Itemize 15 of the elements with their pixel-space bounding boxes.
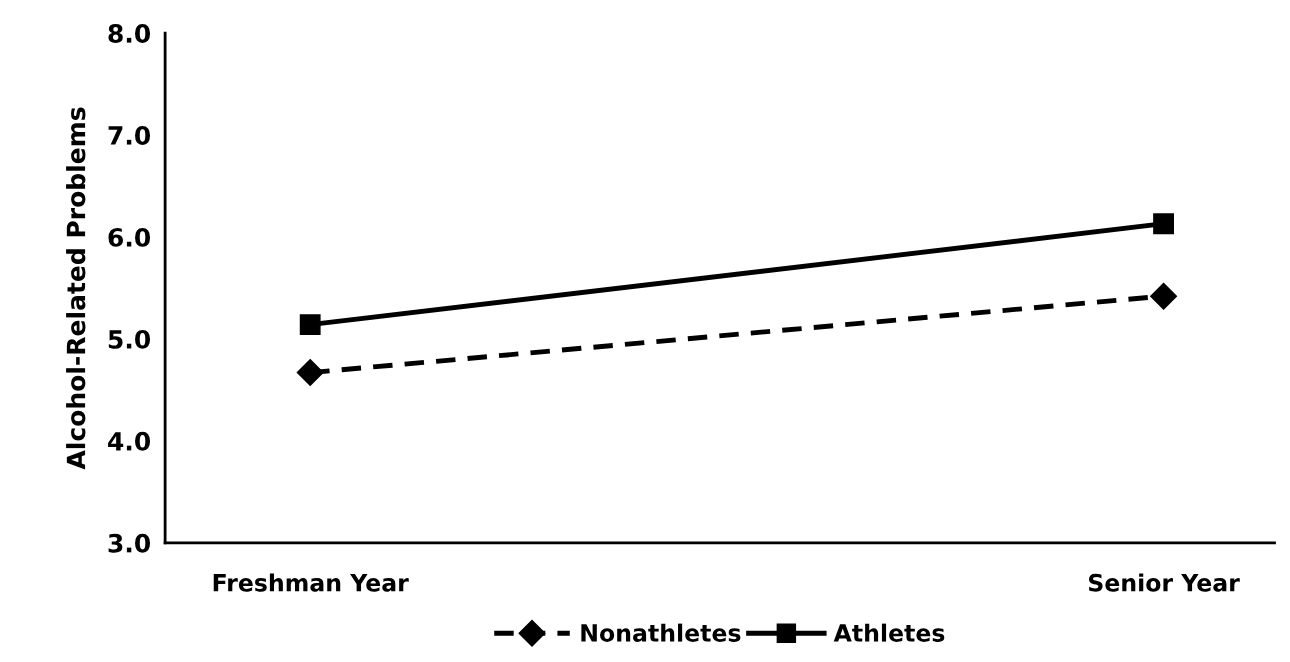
y-tick-label: 8.0 <box>108 24 151 43</box>
y-tick-label: 6.0 <box>108 227 151 247</box>
point <box>1150 282 1178 310</box>
y-tick-label: 4.0 <box>108 431 151 451</box>
y-tick-label: 3.0 <box>108 533 151 553</box>
x-tick-label: Freshman Year <box>213 573 409 592</box>
y-tick-label: 5.0 <box>108 329 151 349</box>
x-tick-label: Senior Year <box>1089 573 1240 592</box>
y-tick-label: 7.0 <box>108 125 151 145</box>
point <box>299 314 321 336</box>
legend-label: Athletes <box>833 623 945 642</box>
point <box>1153 213 1174 235</box>
legend-label: Nonathletes <box>581 623 741 642</box>
y-axis-title: Alcohol-Related Problems <box>66 107 86 470</box>
point <box>296 359 324 387</box>
